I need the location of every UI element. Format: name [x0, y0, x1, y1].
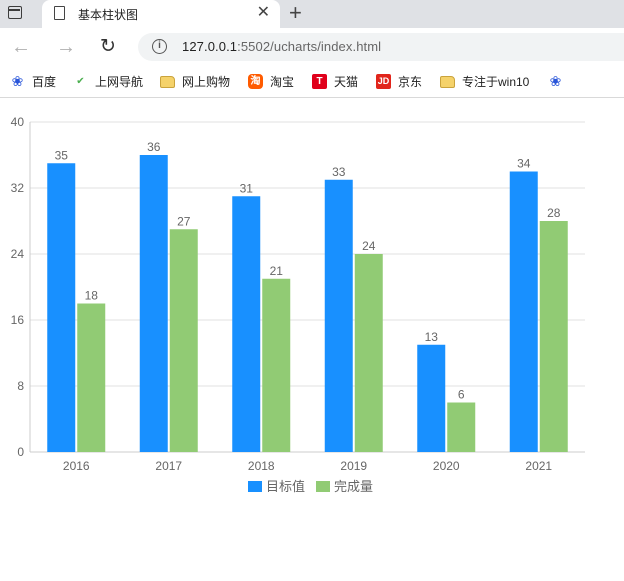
- bar[interactable]: [232, 196, 261, 452]
- data-label: 21: [270, 264, 284, 278]
- info-icon[interactable]: i: [152, 39, 167, 54]
- bookmark-tmall[interactable]: T 天猫: [312, 73, 358, 91]
- bar[interactable]: [324, 179, 353, 452]
- bookmark-baidu-2[interactable]: ❀: [548, 73, 570, 91]
- data-label: 27: [177, 214, 191, 228]
- browser-tab[interactable]: 基本柱状图 ✕: [42, 0, 280, 28]
- y-tick-label: 40: [11, 115, 25, 129]
- data-label: 36: [147, 140, 161, 154]
- bookmark-label: 百度: [32, 74, 57, 89]
- bar[interactable]: [47, 163, 76, 452]
- x-tick-label: 2019: [340, 459, 367, 473]
- bar[interactable]: [77, 303, 106, 453]
- bar[interactable]: [509, 171, 538, 453]
- bookmarks-bar: ❀ 百度 ✔ 上网导航 网上购物 淘淘宝 T 天猫 JD 京东 专注于win10 ❀: [0, 66, 624, 98]
- bookmark-win10-folder[interactable]: 专注于win10: [440, 73, 529, 91]
- data-label: 18: [85, 289, 99, 303]
- y-tick-label: 8: [17, 379, 24, 393]
- jd-icon: JD: [376, 74, 391, 90]
- legend-swatch[interactable]: [248, 481, 262, 492]
- x-tick-label: 2016: [63, 459, 90, 473]
- bookmark-shopping-folder[interactable]: 网上购物: [160, 73, 230, 91]
- legend-label[interactable]: 完成量: [334, 479, 373, 494]
- bar[interactable]: [262, 278, 291, 452]
- data-label: 6: [458, 388, 465, 402]
- folder-icon: [440, 75, 455, 88]
- x-tick-label: 2018: [248, 459, 275, 473]
- taobao-icon: 淘: [248, 74, 263, 90]
- bookmark-jd[interactable]: JD 京东: [376, 73, 422, 91]
- data-label: 33: [332, 165, 346, 179]
- bar[interactable]: [539, 221, 568, 452]
- bookmark-label: 专注于win10: [462, 74, 530, 89]
- legend-swatch[interactable]: [316, 481, 330, 492]
- reload-icon[interactable]: ↻: [100, 36, 116, 57]
- url-path: :5502/ucharts/index.html: [237, 39, 382, 54]
- bookmark-label: 上网导航: [95, 74, 144, 89]
- tab-title: 基本柱状图: [78, 8, 139, 22]
- bar[interactable]: [139, 155, 168, 452]
- bookmark-label: 京东: [398, 74, 423, 89]
- bookmark-baidu[interactable]: ❀ 百度: [10, 73, 56, 91]
- close-icon[interactable]: ✕: [256, 4, 270, 21]
- bookmark-label: 天猫: [334, 74, 359, 89]
- x-tick-label: 2020: [433, 459, 460, 473]
- folder-icon: [160, 75, 175, 88]
- tab-strip: 基本柱状图 ✕ +: [0, 0, 624, 28]
- back-icon[interactable]: ←: [11, 36, 31, 58]
- legend-label[interactable]: 目标值: [266, 479, 305, 494]
- bar[interactable]: [447, 402, 476, 453]
- browser-toolbar: ← → ↻ i 127.0.0.1:5502/ucharts/index.htm…: [0, 28, 624, 66]
- x-tick-label: 2017: [155, 459, 182, 473]
- bookmark-taobao[interactable]: 淘淘宝: [248, 73, 294, 91]
- tmall-icon: T: [312, 74, 327, 90]
- data-label: 24: [362, 239, 376, 253]
- y-tick-label: 16: [11, 313, 25, 327]
- bookmark-label: 网上购物: [182, 74, 231, 89]
- data-label: 31: [240, 181, 254, 195]
- bar[interactable]: [169, 229, 198, 452]
- data-label: 34: [517, 157, 531, 171]
- data-label: 28: [547, 206, 561, 220]
- bar[interactable]: [417, 344, 446, 452]
- x-tick-label: 2021: [525, 459, 552, 473]
- bar[interactable]: [354, 254, 383, 452]
- bookmark-label: 淘宝: [270, 74, 295, 89]
- y-tick-label: 32: [11, 181, 25, 195]
- bookmark-hao[interactable]: ✔ 上网导航: [73, 73, 143, 91]
- window-menu-icon[interactable]: [8, 6, 22, 19]
- url-text[interactable]: 127.0.0.1:5502/ucharts/index.html: [182, 39, 381, 54]
- paw-icon: ❀: [549, 73, 562, 90]
- hao-icon: ✔: [76, 76, 85, 88]
- y-tick-label: 0: [17, 445, 24, 459]
- address-bar[interactable]: i 127.0.0.1:5502/ucharts/index.html: [138, 33, 624, 61]
- data-label: 35: [55, 148, 69, 162]
- paw-icon: ❀: [11, 73, 24, 90]
- y-tick-label: 24: [11, 247, 25, 261]
- forward-icon[interactable]: →: [56, 36, 76, 58]
- url-host: 127.0.0.1: [182, 39, 238, 54]
- bar-chart: 0 8 16 24 32 40 35 18 2016 36 27 2017 31 21 2018 33 24 20…: [11, 115, 585, 494]
- chart-area: 0 8 16 24 32 40 35 18 2016 36 27 2017 31 21 2018 33 24 20…: [0, 99, 624, 581]
- document-icon: [54, 6, 65, 20]
- new-tab-icon[interactable]: +: [289, 0, 302, 25]
- data-label: 13: [425, 330, 439, 344]
